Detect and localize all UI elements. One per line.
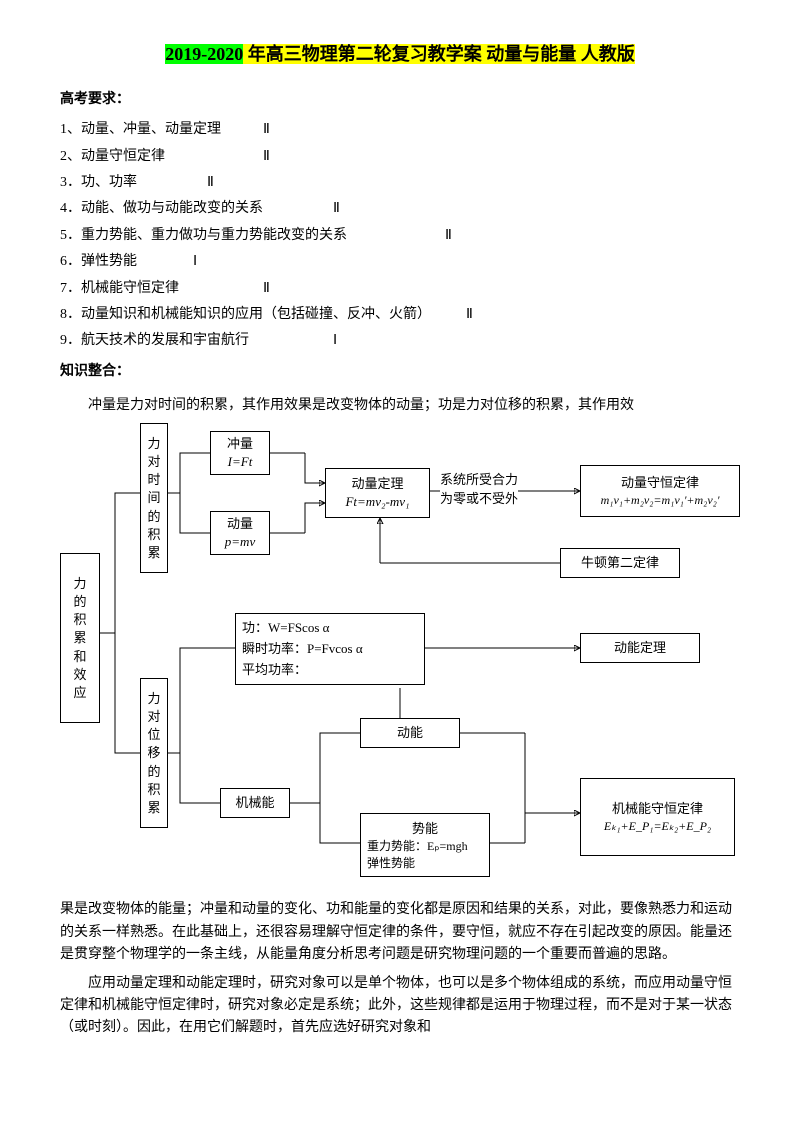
req-item: 8．动量知识和机械能知识的应用（包括碰撞、反冲、火箭） Ⅱ [60,304,740,326]
node-disp-accum: 力对位移的积累 [140,678,168,828]
node-mech-conservation: 机械能守恒定律 Eₖ₁+E_P₁=Eₖ₂+E_P₂ [580,778,735,856]
node-time-accum: 力对时间的积累 [140,423,168,573]
title-year: 2019-2020 [165,44,243,64]
concept-diagram: 力的积累和效应 力对时间的积累 力对位移的积累 冲量 I=Ft 动量 p=mv … [60,423,740,893]
node-momentum-theorem: 动量定理 Ft=mv₂-mv₁ [325,468,430,518]
body-paragraph-1: 果是改变物体的能量；冲量和动量的变化、功和能量的变化都是原因和结果的关系，对此，… [60,899,740,966]
title-main: 年高三物理第二轮复习教学案 动量与能量 [243,44,576,64]
req-item: 5．重力势能、重力做功与重力势能改变的关系 Ⅱ [60,225,740,247]
integration-heading: 知识整合： [60,361,740,383]
intro-paragraph: 冲量是力对时间的积累，其作用效果是改变物体的动量；功是力对位移的积累，其作用效 [60,395,740,417]
node-work: 功：W=FScos α 瞬时功率：P=Fvcos α 平均功率： [235,613,425,685]
req-item: 3．功、功率 Ⅱ [60,172,740,194]
node-momentum-conservation: 动量守恒定律 m₁v₁+m₂v₂=m₁v₁'+m₂v₂' [580,465,740,517]
node-condition: 系统所受合力 为零或不受外 [440,471,518,507]
requirements-heading: 高考要求： [60,89,740,111]
node-pe: 势能 重力势能：Eₚ=mgh 弹性势能 [360,813,490,877]
node-newton2: 牛顿第二定律 [560,548,680,578]
req-item: 4．动能、做功与动能改变的关系 Ⅱ [60,198,740,220]
node-ke: 动能 [360,718,460,748]
page-title: 2019-2020 年高三物理第二轮复习教学案 动量与能量 人教版 [60,40,740,69]
body-paragraph-2: 应用动量定理和动能定理时，研究对象可以是单个物体，也可以是多个物体组成的系统，而… [60,973,740,1040]
title-pub: 人教版 [576,44,635,64]
node-ke-theorem: 动能定理 [580,633,700,663]
node-mech-energy: 机械能 [220,788,290,818]
req-item: 2、动量守恒定律 Ⅱ [60,146,740,168]
req-item: 9．航天技术的发展和宇宙航行 Ⅰ [60,330,740,352]
requirements-list: 1、动量、冲量、动量定理 Ⅱ 2、动量守恒定律 Ⅱ 3．功、功率 Ⅱ 4．动能、… [60,119,740,353]
req-item: 6．弹性势能 Ⅰ [60,251,740,273]
node-impulse: 冲量 I=Ft [210,431,270,475]
req-item: 1、动量、冲量、动量定理 Ⅱ [60,119,740,141]
req-item: 7．机械能守恒定律 Ⅱ [60,278,740,300]
node-momentum: 动量 p=mv [210,511,270,555]
node-root: 力的积累和效应 [60,553,100,723]
